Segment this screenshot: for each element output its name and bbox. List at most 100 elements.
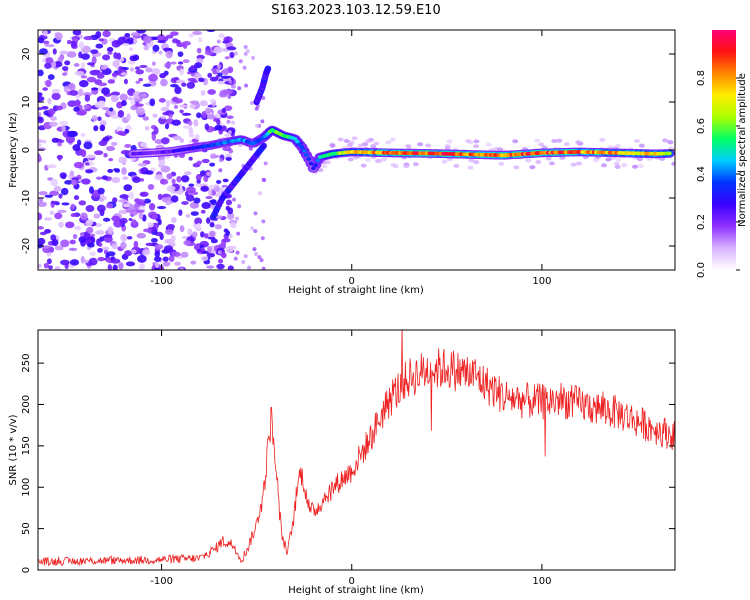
noise-blob <box>143 198 152 204</box>
noise-blob <box>193 197 201 204</box>
ridge-halo-blob <box>666 139 673 144</box>
noise-blob <box>102 54 111 61</box>
noise-blob <box>96 204 106 213</box>
noise-blob <box>226 212 235 220</box>
ridge-halo-blob <box>621 163 628 168</box>
ridge-halo-blob <box>575 140 582 145</box>
noise-blob <box>88 257 98 266</box>
noise-blob <box>244 83 249 88</box>
noise-blob <box>101 106 110 111</box>
noise-blob <box>81 53 90 60</box>
noise-blob <box>58 139 65 144</box>
ridge-blob <box>308 161 314 166</box>
noise-blob <box>206 114 216 120</box>
noise-blob <box>135 209 145 213</box>
noise-blob <box>160 115 166 119</box>
noise-blob <box>259 258 264 263</box>
y-tick-label: 20 <box>21 48 32 61</box>
upper-branch-blob <box>264 65 272 72</box>
ridge-halo-blob <box>362 142 369 147</box>
noise-blob <box>88 186 94 194</box>
noise-blob <box>78 41 84 50</box>
noise-blob <box>83 36 94 41</box>
noise-blob <box>128 217 133 222</box>
noise-blob <box>142 83 152 87</box>
noise-blob <box>106 145 116 152</box>
noise-blob <box>128 191 135 200</box>
noise-blob <box>46 258 52 265</box>
noise-blob <box>243 44 248 49</box>
noise-blob <box>187 228 193 236</box>
ridge-halo-blob <box>412 162 419 167</box>
ridge-halo-blob <box>347 157 354 162</box>
noise-blob <box>89 251 97 256</box>
noise-blob <box>231 197 236 202</box>
ridge-blob <box>294 139 300 144</box>
noise-blob <box>195 173 202 181</box>
colorbar-tick-label: 0.6 <box>696 118 707 134</box>
noise-blob <box>177 61 184 65</box>
noise-blob <box>182 235 188 240</box>
noise-blob <box>81 178 91 185</box>
noise-blob <box>261 266 266 270</box>
noise-blob <box>196 160 202 165</box>
noise-blob <box>171 251 181 257</box>
noise-blob <box>44 62 52 69</box>
ridge-halo-blob <box>563 142 570 147</box>
ridge-halo-blob <box>498 161 505 166</box>
x-tick-label: 0 <box>349 576 355 587</box>
noise-blob <box>129 55 138 62</box>
ridge-halo-blob <box>346 142 353 147</box>
noise-blob <box>180 251 189 258</box>
noise-blob <box>166 173 173 180</box>
noise-blob <box>50 200 60 205</box>
noise-blob <box>200 231 205 238</box>
spectrogram-y-label: Frequency (Hz) <box>8 112 19 188</box>
noise-blob <box>223 89 234 95</box>
noise-blob <box>118 262 124 270</box>
noise-blob <box>80 149 87 158</box>
noise-blob <box>176 175 182 183</box>
noise-blob <box>228 79 233 84</box>
noise-blob <box>51 88 61 94</box>
noise-blob <box>253 211 258 216</box>
noise-blob <box>201 256 209 262</box>
noise-blob <box>72 234 78 240</box>
noise-blob <box>43 40 50 45</box>
noise-blob <box>261 219 266 224</box>
noise-blob <box>85 169 94 174</box>
noise-blob <box>135 66 140 70</box>
ridge-halo-blob <box>373 141 380 146</box>
ridge-halo-blob <box>485 142 492 147</box>
noise-blob <box>83 104 89 110</box>
noise-blob <box>230 222 237 229</box>
ridge-blob <box>304 153 309 157</box>
ridge-halo-blob <box>600 163 607 168</box>
noise-blob <box>74 99 81 108</box>
noise-blob <box>260 236 265 241</box>
noise-blob <box>148 202 156 211</box>
ridge-blob <box>666 151 672 156</box>
noise-blob <box>171 178 176 185</box>
noise-blob <box>206 253 216 258</box>
colorbar-ticks: 0.0 0.2 0.4 0.6 0.8 <box>696 70 740 278</box>
noise-blob <box>126 37 134 42</box>
ridge-blob <box>315 158 321 163</box>
noise-blob <box>131 219 137 226</box>
spectrogram-x-ticks: -100 0 100 <box>150 30 551 287</box>
noise-blob <box>250 226 255 231</box>
noise-blob <box>102 217 111 222</box>
ridge-halo-blob <box>343 138 350 143</box>
noise-blob <box>60 187 69 196</box>
noise-blob <box>160 106 170 112</box>
noise-blob <box>151 61 156 66</box>
noise-blob <box>261 95 266 100</box>
ridge-halo-blob <box>468 158 475 163</box>
noise-blob <box>198 77 205 83</box>
ridge-halo-blob <box>453 163 460 168</box>
noise-blob <box>228 234 233 239</box>
noise-blob <box>52 48 57 55</box>
noise-blob <box>137 162 147 167</box>
noise-blob <box>144 126 150 131</box>
